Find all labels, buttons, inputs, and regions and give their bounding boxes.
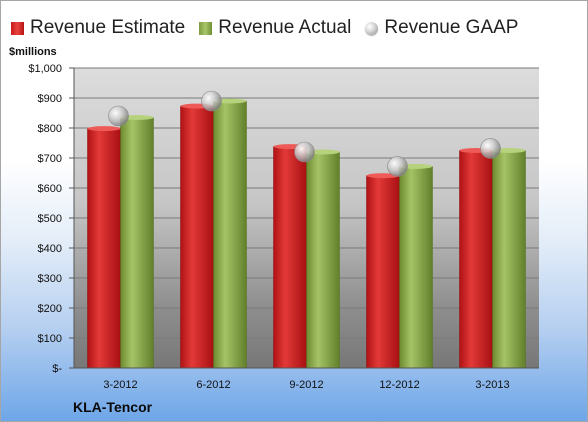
legend-label-revenue-actual: Revenue Actual [218, 17, 352, 38]
marker-revenue-gaap [108, 105, 129, 127]
marker-revenue-gaap [294, 141, 315, 163]
bar-top-revenue-actual [306, 149, 340, 155]
y-tick-label: $900 [38, 93, 62, 105]
legend-item-revenue-estimate: Revenue Estimate [11, 17, 185, 39]
bar-revenue-actual [492, 150, 526, 369]
legend-item-revenue-actual: Revenue Actual [199, 17, 351, 39]
x-tick-label: 9-2012 [289, 379, 323, 391]
bar-revenue-estimate [180, 105, 214, 369]
gaap-markers [108, 90, 501, 177]
y-tick-label: $600 [38, 183, 62, 195]
y-tick-label: $700 [38, 153, 62, 165]
x-axis: 3-2012 6-2012 9-2012 12-2012 3-2013 [74, 367, 539, 391]
bars [87, 98, 526, 369]
legend-swatch-revenue-actual [199, 21, 213, 35]
company-name: KLA-Tencor [73, 399, 153, 415]
y-tick-label: $400 [38, 243, 62, 255]
bar-revenue-estimate [87, 128, 121, 369]
x-tick-label: 12-2012 [379, 379, 419, 391]
x-tick-label: 3-2013 [475, 379, 509, 391]
bar-revenue-actual [213, 100, 247, 369]
y-tick-label: $300 [38, 273, 62, 285]
y-axis: $- $100 $200 $300 $400 $500 $600 $700 $800 $900 $1… [28, 63, 75, 375]
legend-label-revenue-estimate: Revenue Estimate [30, 17, 186, 38]
bar-top-revenue-actual [399, 163, 433, 169]
legend-swatch-revenue-gaap [365, 21, 379, 35]
y-tick-label: $800 [38, 123, 62, 135]
marker-revenue-gaap [480, 138, 501, 159]
x-tick-label: 6-2012 [196, 379, 230, 391]
y-tick-label: $500 [38, 213, 62, 225]
y-axis-units-label: $millions [9, 46, 57, 58]
chart-legend: Revenue Estimate Revenue Actual Revenue … [11, 15, 518, 41]
y-tick-label: $100 [38, 333, 62, 345]
bar-revenue-estimate [366, 175, 400, 369]
bar-revenue-actual [399, 166, 433, 369]
y-tick-label: $1,000 [28, 63, 62, 75]
y-tick-label: $- [52, 363, 62, 375]
bar-revenue-estimate [459, 150, 493, 369]
legend-item-revenue-gaap: Revenue GAAP [365, 17, 518, 39]
bar-revenue-actual [120, 117, 154, 369]
x-tick-label: 3-2012 [103, 379, 137, 391]
bar-top-revenue-actual [213, 98, 247, 104]
bar-revenue-estimate [273, 146, 307, 369]
y-tick-label: $200 [38, 303, 62, 315]
bar-top-revenue-estimate [87, 126, 121, 132]
legend-label-revenue-gaap: Revenue GAAP [384, 17, 519, 38]
marker-revenue-gaap [201, 90, 222, 112]
bar-revenue-actual [306, 151, 340, 369]
legend-swatch-revenue-estimate [11, 21, 24, 35]
marker-revenue-gaap [387, 156, 408, 177]
